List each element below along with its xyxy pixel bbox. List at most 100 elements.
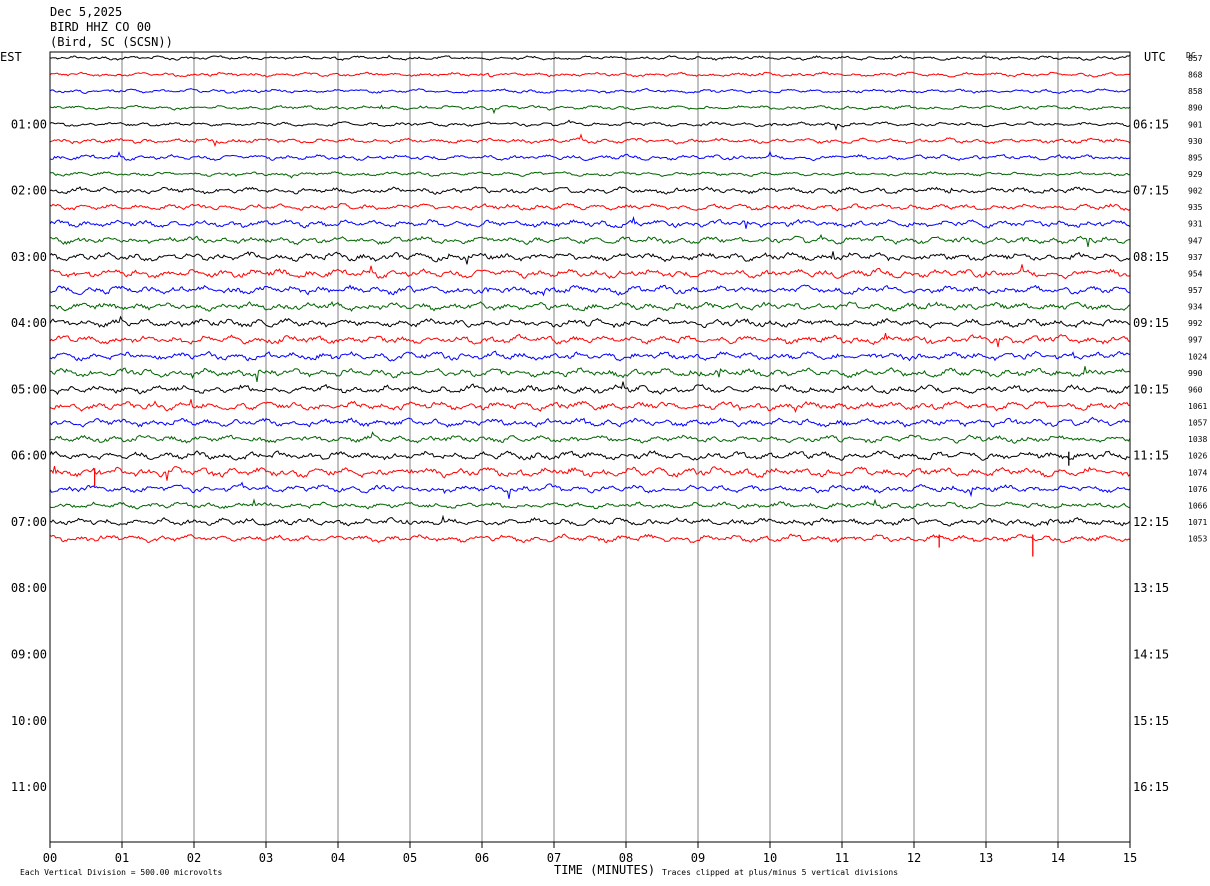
- x-tick-label: 04: [331, 851, 345, 865]
- est-hour-label: 03:00: [11, 250, 47, 264]
- x-axis-label: TIME (MINUTES): [554, 863, 655, 877]
- dc-offset-label: 929: [1188, 170, 1203, 179]
- trace-row-5: [49, 119, 1131, 131]
- header-channel: BIRD HHZ CO 00: [50, 20, 151, 34]
- trace-row-27: [49, 481, 1131, 499]
- dc-offset-label: 1038: [1188, 435, 1207, 444]
- x-tick-label: 13: [979, 851, 993, 865]
- utc-hour-label: 15:15: [1133, 714, 1169, 728]
- dc-offset-label: 957: [1188, 286, 1203, 295]
- dc-offset-label: 934: [1188, 303, 1203, 312]
- trace-row-24: [49, 431, 1131, 444]
- x-tick-label: 05: [403, 851, 417, 865]
- seismic-traces: [49, 54, 1131, 557]
- dc-offset-label: 902: [1188, 187, 1203, 196]
- x-tick-label: 01: [115, 851, 129, 865]
- trace-row-14: [49, 264, 1131, 280]
- trace-row-18: [49, 332, 1131, 348]
- dc-offset-labels: 857 868 858 890 901 930 895 929 902 935 931 947 937 9…: [1188, 54, 1207, 544]
- dc-offset-label: 1024: [1188, 352, 1207, 361]
- x-tick-label: 02: [187, 851, 201, 865]
- trace-row-3: [49, 88, 1131, 94]
- dc-offset-label: 992: [1188, 319, 1203, 328]
- dc-offset-label: 1061: [1188, 402, 1207, 411]
- time-grid: [121, 52, 1059, 842]
- x-tick-label: 11: [835, 851, 849, 865]
- trace-row-29: [49, 514, 1131, 527]
- dc-offset-label: 1066: [1188, 501, 1207, 510]
- utc-hour-label: 08:15: [1133, 250, 1169, 264]
- trace-row-30: [49, 533, 1131, 544]
- trace-row-4: [49, 104, 1131, 115]
- dc-offset-label: 990: [1188, 369, 1203, 378]
- trace-row-6: [49, 133, 1131, 148]
- dc-offset-label: 1057: [1188, 419, 1207, 428]
- dc-offset-label: 890: [1188, 104, 1203, 113]
- utc-hour-label: 13:15: [1133, 581, 1169, 595]
- x-tick-label: 08: [619, 851, 633, 865]
- trace-row-23: [49, 416, 1131, 428]
- trace-row-13: [49, 251, 1131, 265]
- x-tick-label: 10: [763, 851, 777, 865]
- scale-note: Each Vertical Division = 500.00 microvol…: [20, 868, 222, 877]
- dc-offset-label: 895: [1188, 153, 1203, 162]
- trace-row-25: [49, 450, 1131, 461]
- right-timezone-label: UTC: [1144, 50, 1166, 64]
- x-tick-label: 06: [475, 851, 489, 865]
- trace-row-16: [49, 300, 1131, 312]
- hour-labels: 01:00 06:15 02:00 07:15 03:00 08:15 04:00 09:15…: [11, 117, 1169, 794]
- utc-hour-label: 10:15: [1133, 382, 1169, 396]
- est-hour-label: 05:00: [11, 382, 47, 396]
- est-hour-label: 01:00: [11, 117, 47, 131]
- trace-row-17: [49, 315, 1131, 329]
- x-tick-label: 14: [1051, 851, 1065, 865]
- est-hour-label: 02:00: [11, 184, 47, 198]
- clip-note: Traces clipped at plus/minus 5 vertical …: [662, 868, 898, 877]
- dc-column-label: DC: [1186, 51, 1196, 60]
- dc-offset-label: 954: [1188, 269, 1203, 278]
- utc-hour-label: 12:15: [1133, 515, 1169, 529]
- est-hour-label: 11:00: [11, 780, 47, 794]
- est-hour-label: 08:00: [11, 581, 47, 595]
- trace-row-28: [49, 498, 1131, 510]
- dc-offset-label: 931: [1188, 220, 1203, 229]
- trace-row-20: [49, 366, 1131, 382]
- est-hour-label: 04:00: [11, 316, 47, 330]
- trace-row-2: [49, 71, 1131, 78]
- header-date: Dec 5,2025: [50, 5, 122, 19]
- utc-hour-label: 11:15: [1133, 449, 1169, 463]
- left-timezone-label: EST: [0, 50, 22, 64]
- plot-frame: [49, 51, 1131, 843]
- x-tick-label: 12: [907, 851, 921, 865]
- trace-row-12: [49, 233, 1131, 247]
- dc-offset-label: 858: [1188, 87, 1203, 96]
- x-tick-label: 00: [43, 851, 57, 865]
- dc-offset-label: 947: [1188, 236, 1203, 245]
- header-location: (Bird, SC (SCSN)): [50, 35, 173, 49]
- trace-row-15: [49, 284, 1131, 297]
- trace-row-8: [50, 171, 1131, 179]
- dc-offset-label: 1076: [1188, 485, 1207, 494]
- dc-offset-label: 857: [1188, 54, 1203, 63]
- x-tick-label: 03: [259, 851, 273, 865]
- x-tick-label: 07: [547, 851, 561, 865]
- trace-row-22: [49, 399, 1131, 414]
- trace-row-9: [49, 186, 1131, 195]
- est-hour-label: 06:00: [11, 449, 47, 463]
- dc-offset-label: 901: [1188, 120, 1203, 129]
- dc-offset-label: 930: [1188, 137, 1203, 146]
- utc-hour-label: 09:15: [1133, 316, 1169, 330]
- dc-offset-label: 960: [1188, 385, 1203, 394]
- trace-row-7: [49, 150, 1131, 162]
- dc-offset-label: 1071: [1188, 518, 1207, 527]
- utc-hour-label: 06:15: [1133, 117, 1169, 131]
- est-hour-label: 09:00: [11, 648, 47, 662]
- dc-offset-label: 935: [1188, 203, 1203, 212]
- trace-row-26: [49, 465, 1131, 481]
- utc-hour-label: 16:15: [1133, 780, 1169, 794]
- trace-row-19: [49, 350, 1131, 362]
- trace-row-11: [49, 215, 1131, 229]
- dc-offset-label: 868: [1188, 71, 1203, 80]
- utc-hour-label: 14:15: [1133, 648, 1169, 662]
